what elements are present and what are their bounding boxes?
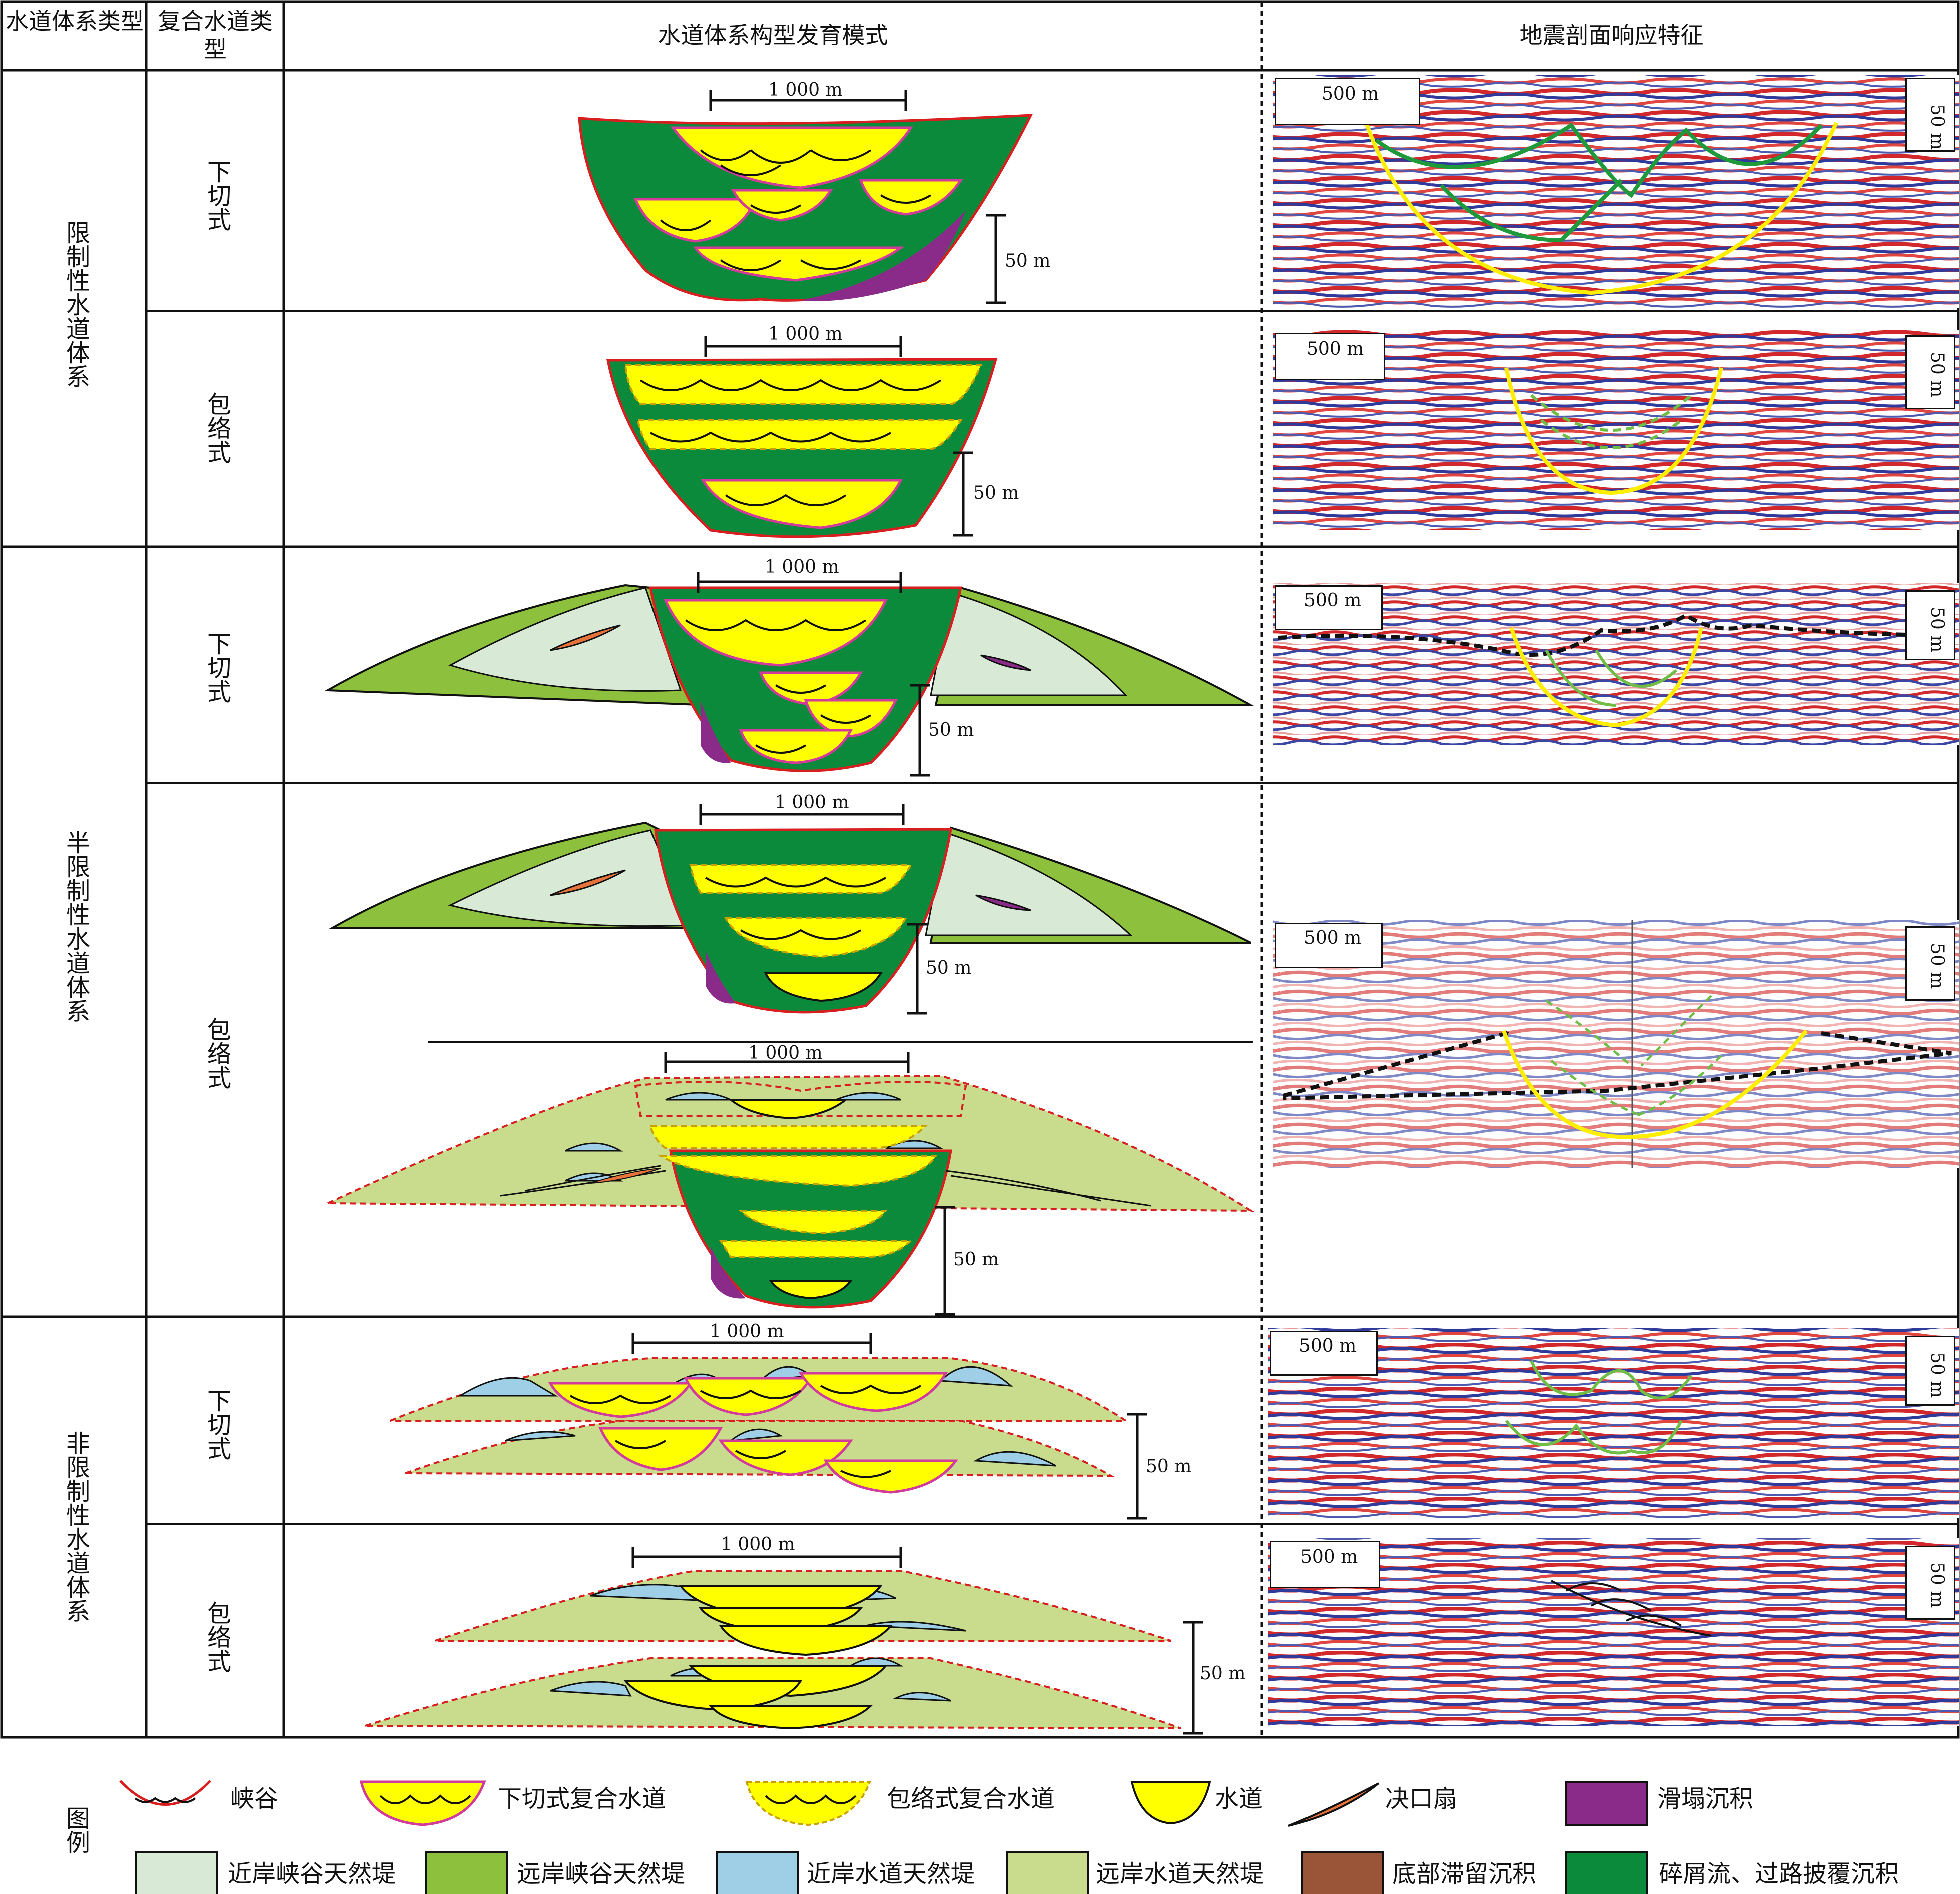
diagram-unrestricted-incised xyxy=(390,1333,1147,1520)
system-unrestricted: 非限制性水道体系 xyxy=(62,1431,90,1623)
diagram-semi-enveloping-upper xyxy=(329,804,1251,1015)
diagram-restricted-incised xyxy=(578,90,1033,304)
legend-label-crevasse: 决口扇 xyxy=(1385,1785,1458,1813)
seismic-panel-4 xyxy=(1273,920,1959,1168)
legend-label-distal-canyon-levee: 远岸峡谷天然堤 xyxy=(517,1860,686,1888)
seismic-panel-2 xyxy=(1273,330,1959,530)
scale-width-row4b: 1 000 m xyxy=(748,1043,823,1063)
legend-label-proximal-canyon-levee: 近岸峡谷天然堤 xyxy=(228,1860,396,1888)
legend-label-canyon: 峡谷 xyxy=(230,1785,279,1813)
scale-height-row4b: 50 m xyxy=(953,1249,999,1270)
seismic-scale-v-3: 50 m xyxy=(1905,590,1955,660)
seismic-scale-v-1: 50 m xyxy=(1905,78,1955,152)
header-seismic: 地震剖面响应特征 xyxy=(1519,22,1704,49)
type-row1-incised: 下切式 xyxy=(203,159,231,231)
scale-width-row4a: 1 000 m xyxy=(775,792,849,813)
scale-height-row2: 50 m xyxy=(973,483,1019,503)
legend-title: 图例 xyxy=(62,1806,90,1854)
diagram-restricted-enveloping xyxy=(606,336,998,538)
system-restricted: 限制性水道体系 xyxy=(62,220,90,388)
legend-label-incised-complex: 下切式复合水道 xyxy=(498,1785,667,1813)
scale-width-row2: 1 000 m xyxy=(768,324,843,344)
seismic-panel-3 xyxy=(1273,583,1959,745)
scale-height-row5: 50 m xyxy=(1146,1456,1192,1477)
seismic-panel-6 xyxy=(1268,1538,1959,1726)
diagram-semi-incised xyxy=(324,572,1255,777)
type-row3-incised: 下切式 xyxy=(203,631,231,703)
system-semi-restricted: 半限制性水道体系 xyxy=(62,830,90,1023)
legend-label-enveloping-complex: 包络式复合水道 xyxy=(887,1785,1055,1813)
seismic-scale-h-3: 500 m xyxy=(1275,585,1383,630)
diagram-unrestricted-enveloping xyxy=(365,1547,1203,1735)
seismic-scale-h-4: 500 m xyxy=(1275,923,1383,968)
seismic-scale-h-6: 500 m xyxy=(1270,1541,1380,1588)
seismic-scale-h-2: 500 m xyxy=(1275,333,1385,380)
header-channel-type: 复合水道类型 xyxy=(158,8,273,63)
seismic-scale-v-4: 50 m xyxy=(1905,926,1955,1001)
scale-width-row3: 1 000 m xyxy=(765,557,839,577)
type-row5-incised: 下切式 xyxy=(203,1388,231,1460)
legend-label-distal-channel-levee: 远岸水道天然堤 xyxy=(1096,1860,1264,1888)
type-row2-enveloping: 包络式 xyxy=(203,392,231,464)
seismic-scale-h-1: 500 m xyxy=(1275,78,1420,125)
scale-width-row5: 1 000 m xyxy=(710,1321,784,1342)
type-row6-enveloping: 包络式 xyxy=(203,1601,231,1673)
legend-swatches xyxy=(119,1780,1648,1894)
seismic-scale-v-2: 50 m xyxy=(1905,335,1955,409)
table-grid xyxy=(0,0,1960,1739)
seismic-scale-v-6: 50 m xyxy=(1905,1546,1955,1620)
scale-height-row6: 50 m xyxy=(1200,1663,1246,1684)
legend-label-channel: 水道 xyxy=(1215,1785,1263,1813)
scale-height-row4a: 50 m xyxy=(926,958,972,978)
legend-label-proximal-channel-levee: 近岸水道天然堤 xyxy=(807,1860,975,1888)
seismic-scale-h-5: 500 m xyxy=(1270,1331,1378,1376)
diagram-semi-enveloping-lower xyxy=(327,1052,1254,1316)
scale-width-row1: 1 000 m xyxy=(768,80,843,100)
legend-label-basal-lag: 底部滞留沉积 xyxy=(1392,1860,1537,1888)
scale-height-row1: 50 m xyxy=(1005,251,1051,271)
legend-label-slump: 滑塌沉积 xyxy=(1657,1785,1754,1813)
header-system-type: 水道体系类型 xyxy=(6,8,144,35)
scale-height-row3: 50 m xyxy=(928,720,974,740)
header-architecture: 水道体系构型发育模式 xyxy=(658,22,888,49)
seismic-panel-5 xyxy=(1268,1328,1959,1518)
legend-label-debris-drape: 碎屑流、过路披覆沉积 xyxy=(1659,1860,1899,1888)
type-row4-enveloping: 包络式 xyxy=(203,1017,231,1089)
seismic-scale-v-5: 50 m xyxy=(1905,1336,1955,1406)
scale-width-row6: 1 000 m xyxy=(721,1534,795,1555)
